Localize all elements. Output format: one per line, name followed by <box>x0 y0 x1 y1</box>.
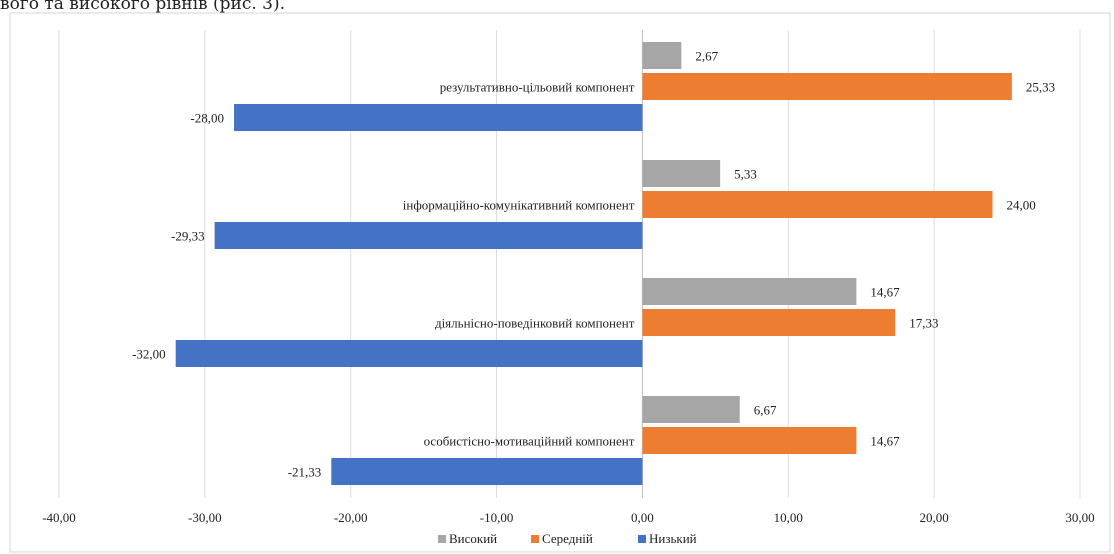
x-tick-label: -40,00 <box>42 510 76 525</box>
data-labels: 2,67 25,33 -28,00 5,33 24,00 -29,33 14,67 17,33… <box>132 49 1055 480</box>
category-label: діяльнісно-поведінковий компонент <box>435 316 635 331</box>
x-tick-label: 30,00 <box>1065 510 1094 525</box>
x-tick-label: 10,00 <box>774 510 803 525</box>
data-label: 2,67 <box>695 49 718 64</box>
legend-swatch <box>531 535 539 543</box>
x-tick-label: -10,00 <box>480 510 514 525</box>
x-axis-ticks: -40,00 -30,00 -20,00 -10,00 0,00 10,00 20,00 30… <box>42 510 1094 525</box>
bar-Високий <box>642 278 857 305</box>
data-label: 14,67 <box>870 285 900 300</box>
data-label: -29,33 <box>171 229 205 244</box>
category-label: інформаційно-комунікативний компонент <box>403 198 635 213</box>
bar-Середній <box>642 73 1012 100</box>
data-label: -21,33 <box>288 465 322 480</box>
bar-Низький <box>234 104 643 131</box>
legend-label: Високий <box>449 531 497 546</box>
bar-Високий <box>642 42 682 69</box>
x-tick-label: -20,00 <box>334 510 368 525</box>
legend-label: Середній <box>542 531 593 546</box>
category-label: особистісно-мотиваційний компонент <box>424 434 635 449</box>
data-label: -28,00 <box>190 111 224 126</box>
bar-Високий <box>642 396 740 423</box>
data-label: -32,00 <box>132 347 166 362</box>
data-label: 14,67 <box>870 434 900 449</box>
bar-Середній <box>642 191 993 218</box>
x-tick-label: 0,00 <box>631 510 654 525</box>
bars <box>175 42 1012 485</box>
bar-Середній <box>642 309 896 336</box>
grid-lines <box>58 30 1081 498</box>
legend: Високий Середній Низький <box>438 531 697 546</box>
data-label: 5,33 <box>734 167 757 182</box>
bar-Середній <box>642 427 857 454</box>
caption-text: вого та високого рівнів (рис. 3). <box>0 0 286 14</box>
x-tick-label: -30,00 <box>188 510 222 525</box>
data-label: 6,67 <box>754 403 777 418</box>
legend-swatch <box>438 535 446 543</box>
legend-label: Низький <box>649 531 697 546</box>
bar-Низький <box>331 458 643 485</box>
x-tick-label: 20,00 <box>920 510 949 525</box>
data-label: 24,00 <box>1006 198 1035 213</box>
category-labels: результативно-цільовий компонент інформац… <box>403 80 635 449</box>
chart-frame <box>9 12 1111 553</box>
category-label: результативно-цільовий компонент <box>440 80 635 95</box>
bar-Низький <box>175 340 643 367</box>
bar-Високий <box>642 160 721 187</box>
data-label: 17,33 <box>909 316 938 331</box>
bar-Низький <box>214 222 643 249</box>
data-label: 25,33 <box>1026 80 1055 95</box>
legend-swatch <box>638 535 646 543</box>
